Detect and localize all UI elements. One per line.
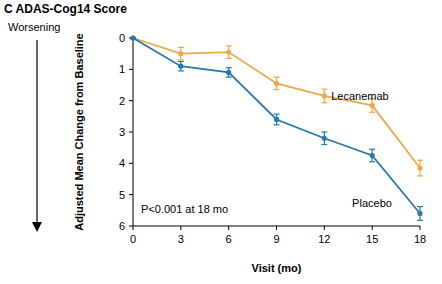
plot-area [130,35,423,220]
chart: C ADAS-Cog14 Score Worsening Adjusted Mean… [0,0,442,284]
y-tick [129,194,133,195]
title: C ADAS-Cog14 Score [4,2,127,16]
point [274,117,279,122]
error-bar [369,149,375,162]
y-axis-label: Adjusted Mean Change from Baseline [73,33,85,230]
y-tick-label: 1 [119,63,125,75]
y-tick-label: 2 [119,95,125,107]
y-tick [129,163,133,164]
y-tick-label: 0 [119,32,125,44]
y-tick-label: 4 [119,157,125,169]
error-bar [417,207,423,221]
series-label: Placebo [352,197,392,209]
point [370,103,375,108]
y-tick [129,132,133,133]
point [274,81,279,86]
point [322,136,327,141]
x-tick [420,226,421,230]
error-bar [274,77,280,90]
y-tick [129,100,133,101]
point [322,93,327,98]
error-bar [178,62,184,71]
x-tick [228,226,229,230]
error-bar [274,114,280,125]
x-tick-label: 15 [366,233,378,245]
arrow-head [32,222,42,232]
x-tick-label: 12 [318,233,330,245]
point [417,165,422,170]
x-tick-label: 6 [226,233,232,245]
error-bar [178,47,184,60]
x-tick [180,226,181,230]
point [226,70,231,75]
error-bar [417,160,423,176]
x-tick [324,226,325,230]
y-tick-label: 5 [119,189,125,201]
annotation: P<0.001 at 18 mo [141,203,228,215]
series-line [133,38,420,168]
point [370,153,375,158]
series-label: Lecanemab [331,90,389,102]
error-bar [226,46,232,59]
error-bar [321,89,327,103]
annotation: Worsening [8,21,60,33]
x-tick [276,226,277,230]
point [226,50,231,55]
point [178,64,183,69]
y-tick-label: 3 [119,126,125,138]
y-tick [129,226,133,227]
x-tick-label: 18 [414,233,426,245]
point [417,211,422,216]
point [178,51,183,56]
x-axis-label: Visit (mo) [252,262,302,274]
x-tick [372,226,373,230]
arrow-shaft [36,40,37,224]
point [130,35,135,40]
point [130,35,135,40]
x-tick [133,226,134,230]
y-tick [129,69,133,70]
series-line [133,38,420,213]
error-bar [226,68,232,77]
y-tick-label: 6 [119,220,125,232]
error-bar [321,132,327,145]
x-tick-label: 3 [178,233,184,245]
x-tick-label: 0 [130,233,136,245]
x-tick-label: 9 [273,233,279,245]
